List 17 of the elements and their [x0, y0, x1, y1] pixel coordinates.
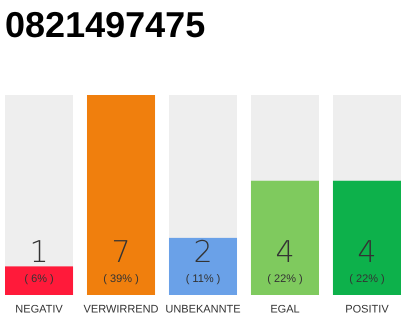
data-label: 7	[111, 235, 131, 270]
annotation: ( 22% )	[267, 273, 303, 285]
x-tick-label: UNBEKANNTE	[165, 304, 241, 316]
annotation: ( 6% )	[24, 273, 54, 285]
data-label: 4	[275, 235, 295, 270]
chart-title: 0821497475	[5, 4, 206, 45]
data-label: 1	[29, 235, 49, 270]
x-tick-label: NEGATIV	[15, 304, 64, 316]
data-label: 2	[193, 235, 213, 270]
x-tick-label: VERWIRREND	[84, 304, 159, 316]
data-label: 4	[357, 235, 377, 270]
x-tick-label: EGAL	[270, 304, 300, 316]
bar	[5, 266, 74, 295]
x-tick-label: POSITIV	[345, 304, 390, 316]
annotation: ( 11% )	[186, 273, 220, 285]
annotation: ( 39% )	[103, 273, 139, 285]
annotation: ( 22% )	[349, 273, 385, 285]
